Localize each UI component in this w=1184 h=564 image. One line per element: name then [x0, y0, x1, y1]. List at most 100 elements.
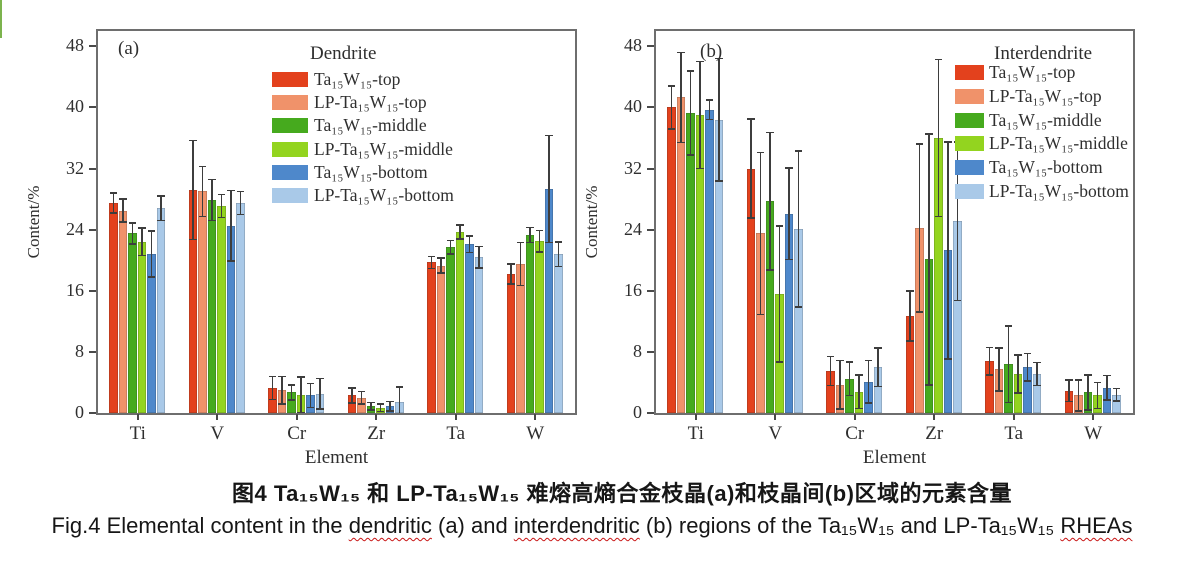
bar: [676, 97, 686, 413]
error-bar: [271, 376, 274, 400]
error-bar-cap: [855, 407, 863, 410]
error-bar-cap: [437, 257, 445, 259]
error-bar: [867, 360, 870, 404]
bar: [1023, 367, 1032, 413]
error-bar-cap: [794, 306, 803, 308]
error-bar-cap: [535, 251, 544, 253]
error-bar-cap: [667, 128, 676, 130]
error-bar: [468, 235, 471, 253]
error-bar: [1026, 353, 1029, 381]
x-tick-label: Cr: [287, 423, 307, 444]
error-bar: [131, 222, 134, 245]
bar: [705, 109, 714, 413]
error-bar: [300, 377, 302, 413]
error-bar-cap: [985, 346, 994, 349]
error-bar-cap: [128, 243, 137, 245]
y-tick-mark: [89, 228, 96, 231]
legend-label: LP-Ta₁₅W₁₅-middle: [989, 133, 1128, 154]
error-bar-cap: [348, 387, 356, 389]
legend-label: Ta₁₅W₁₅-bottom: [314, 161, 428, 182]
bar: [268, 387, 277, 413]
bar: [516, 264, 525, 413]
error-bar-cap: [217, 193, 226, 196]
error-bar: [1007, 325, 1010, 403]
y-tick-mark: [647, 45, 654, 48]
error-bar-cap: [189, 238, 197, 241]
error-bar-cap: [227, 260, 235, 262]
error-bar: [1068, 380, 1070, 402]
bar: [953, 221, 962, 413]
error-bar: [440, 257, 442, 274]
bar: [554, 254, 563, 413]
error-bar: [1106, 375, 1108, 400]
error-bar: [160, 196, 162, 221]
error-bar: [689, 70, 692, 155]
error-bar-cap: [535, 229, 544, 232]
error-bar-cap: [1084, 374, 1092, 376]
error-bar: [909, 290, 911, 342]
error-bar-cap: [236, 213, 245, 216]
error-bar: [858, 374, 860, 409]
x-tick-label: W: [526, 423, 545, 444]
error-bar-cap: [138, 254, 146, 257]
bar: [525, 234, 535, 413]
bar: [188, 189, 198, 413]
error-bar-cap: [376, 410, 385, 413]
error-bar-cap: [367, 409, 375, 411]
bar: [746, 168, 756, 413]
error-bar-cap: [1103, 374, 1111, 377]
error-bar-cap: [395, 386, 404, 388]
bar: [873, 367, 883, 413]
error-bar-cap: [1033, 384, 1041, 387]
bar: [905, 315, 915, 413]
error-bar: [848, 361, 851, 396]
error-bar-cap: [208, 219, 216, 222]
bar: [535, 241, 544, 413]
error-bar-cap: [1023, 352, 1032, 355]
bar: [198, 191, 207, 413]
y-tick-mark: [89, 350, 96, 353]
error-bar-cap: [367, 401, 375, 404]
error-bar: [670, 86, 673, 129]
legend-label: Ta₁₅W₁₅-top: [314, 69, 401, 89]
bar: [118, 210, 128, 413]
caption-word-flagged: RHEAs: [1060, 513, 1133, 538]
error-bar-cap: [306, 382, 315, 384]
error-bar: [1036, 362, 1038, 386]
error-bar-cap: [138, 227, 146, 229]
legend-swatch: [272, 72, 308, 87]
x-tick-mark: [295, 414, 298, 420]
error-bar: [281, 376, 283, 404]
error-bar-cap: [705, 99, 714, 101]
error-bar-cap: [677, 141, 685, 144]
legend-label: Ta₁₅W₁₅-top: [989, 62, 1076, 82]
bar: [347, 395, 357, 413]
error-bar-cap: [747, 217, 755, 219]
bar: [357, 397, 366, 413]
error-bar-cap: [944, 141, 952, 143]
x-tick-label: V: [768, 423, 783, 444]
error-bar-cap: [475, 245, 483, 248]
error-bar-cap: [189, 139, 197, 142]
error-bar: [201, 166, 204, 217]
y-tick-label: 16: [66, 279, 84, 300]
bar: [784, 213, 794, 413]
x-tick-mark: [454, 414, 457, 420]
error-bar: [449, 240, 452, 255]
error-bar-cap: [1093, 407, 1102, 410]
x-tick-mark: [216, 414, 219, 420]
x-tick-mark: [375, 414, 378, 420]
error-bar: [519, 242, 522, 286]
chart-interdendrite: 0 8 16 24 32 40 48 Content/% Ti V Cr Zr Ta W Element (b…: [582, 29, 1135, 468]
error-bar: [230, 190, 232, 261]
error-bar: [708, 99, 711, 120]
error-bar: [998, 348, 1000, 391]
error-bar-cap: [686, 154, 695, 156]
error-bar-cap: [465, 251, 474, 254]
error-bar: [557, 241, 560, 267]
x-tick-label: W: [1084, 423, 1103, 444]
bar: [217, 205, 226, 413]
error-bar-cap: [766, 269, 774, 271]
caption-english: Fig.4 Elemental content in the dendritic…: [0, 513, 1184, 539]
